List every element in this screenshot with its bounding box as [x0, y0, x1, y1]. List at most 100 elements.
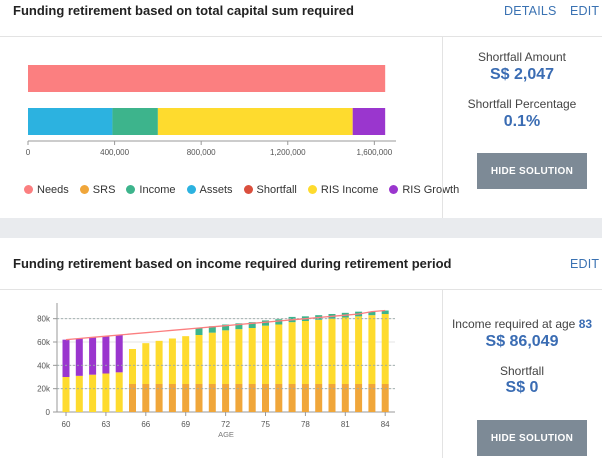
- bar-segment-srs: [262, 384, 269, 412]
- bar-segment-srs: [182, 384, 190, 412]
- bar-segment-income: [262, 320, 269, 326]
- x-tick-label: 800,000: [187, 148, 216, 157]
- legend-item-assets[interactable]: Assets: [186, 184, 233, 196]
- bar-segment-ris-income: [142, 343, 150, 384]
- capital-sum-card: Funding retirement based on total capita…: [0, 0, 602, 218]
- card-header: Funding retirement based on income requi…: [0, 238, 602, 290]
- legend-item-ris-income[interactable]: RIS Income: [307, 184, 379, 196]
- vertical-divider: [442, 37, 443, 218]
- capital-sum-chart: 0 400,000 800,000 1,200,000 1,600,000: [26, 65, 396, 157]
- bar-segment-srs: [235, 384, 243, 412]
- bar-segment-srs: [248, 384, 256, 412]
- bar-segment-income: [112, 108, 158, 135]
- chart-legend: Needs SRS Income Assets Shortfall RIS Income R…: [24, 184, 470, 196]
- shortfall-percentage-label: Shortfall Percentage: [467, 97, 577, 111]
- bar-segment-ris-income: [155, 340, 163, 384]
- bar-segment-ris-growth: [62, 339, 70, 377]
- shortfall-percentage-value: 0.1%: [503, 113, 541, 130]
- legend-label: RIS Income: [320, 184, 379, 196]
- x-tick-label: 81: [341, 420, 350, 429]
- x-tick-label: 69: [181, 420, 190, 429]
- bar-segment-income: [222, 324, 230, 331]
- bar-segment-assets: [28, 108, 113, 135]
- x-axis-label: AGE: [218, 430, 234, 439]
- card-header: Funding retirement based on total capita…: [0, 0, 602, 37]
- bar-segment-income: [368, 311, 376, 316]
- legend-label: SRS: [92, 184, 116, 196]
- legend-label: Needs: [37, 184, 69, 196]
- bar-segment-ris-income: [195, 335, 203, 384]
- bar-segment-ris-income: [301, 321, 309, 384]
- legend-dot-icon: [79, 185, 89, 194]
- bar-segment-ris-income: [248, 328, 256, 384]
- x-tick-label: 0: [26, 148, 31, 157]
- x-tick-label: 66: [141, 420, 150, 429]
- section-title: Funding retirement based on total capita…: [13, 3, 354, 18]
- bar-segment-ris-income: [89, 374, 97, 412]
- edit-link[interactable]: EDIT: [570, 4, 600, 18]
- income-period-chart: 0 20k 40k 60k 80k 60 63 66 69 72 75 78 81 84 AGE: [37, 303, 395, 439]
- legend-label: Shortfall: [256, 184, 297, 196]
- bar-segment-srs: [381, 384, 389, 412]
- x-tick-label: 400,000: [100, 148, 129, 157]
- bar-segment-ris-income: [168, 338, 176, 384]
- bar-segment-income: [195, 328, 203, 335]
- shortfall-value: S$ 0: [505, 379, 539, 396]
- edit-link[interactable]: EDIT: [570, 257, 600, 271]
- bar-segment-srs: [368, 384, 376, 412]
- bar-segment-ris-income: [235, 329, 243, 384]
- bar-segment-ris-growth: [352, 108, 386, 135]
- shortfall-amount-label: Shortfall Amount: [477, 50, 567, 64]
- bar-segment-ris-income: [315, 319, 323, 384]
- bar-segment-srs: [195, 384, 203, 412]
- legend-dot-icon: [186, 185, 196, 194]
- bar-segment-srs: [142, 384, 150, 412]
- bar-segment-needs: [28, 65, 386, 92]
- legend-item-srs[interactable]: SRS: [79, 184, 116, 196]
- x-tick-label: 1,200,000: [270, 148, 306, 157]
- y-tick-label: 80k: [37, 315, 51, 324]
- legend-item-shortfall[interactable]: Shortfall: [243, 184, 297, 196]
- x-tick-label: 78: [301, 420, 310, 429]
- bar-segment-ris-income: [182, 336, 190, 384]
- x-tick-label: 72: [221, 420, 230, 429]
- income-required-text: Income required at age: [451, 317, 576, 331]
- income-required-value: S$ 86,049: [485, 333, 559, 350]
- legend-item-ris-growth[interactable]: RIS Growth: [389, 184, 459, 196]
- legend-item-income[interactable]: Income: [126, 184, 176, 196]
- bar-segment-ris-growth: [102, 336, 110, 374]
- x-tick-label: 60: [62, 420, 71, 429]
- y-tick-label: 60k: [37, 338, 51, 347]
- bar-segment-srs: [315, 384, 323, 412]
- bar-segment-ris-income: [262, 325, 269, 384]
- bar-segment-ris-income: [75, 375, 83, 412]
- section-title: Funding retirement based on income requi…: [13, 256, 452, 271]
- y-tick-label: 0: [46, 408, 51, 417]
- income-required-age: 83: [578, 317, 593, 331]
- bar-segment-srs: [208, 384, 216, 412]
- hide-solution-button[interactable]: HIDE SOLUTION: [477, 153, 587, 189]
- bar-segment-ris-growth: [89, 337, 97, 375]
- legend-dot-icon: [307, 185, 317, 194]
- bar-segment-srs: [328, 384, 336, 412]
- x-tick-label: 1,600,000: [357, 148, 393, 157]
- hide-solution-button[interactable]: HIDE SOLUTION: [477, 420, 587, 456]
- bar-segment-srs: [275, 384, 283, 412]
- y-tick-label: 40k: [37, 361, 51, 370]
- x-tick-label: 75: [261, 420, 270, 429]
- legend-label: Assets: [199, 184, 233, 196]
- bar-segment-srs: [129, 384, 136, 412]
- bar-segment-income: [235, 323, 243, 330]
- bar-segment-srs: [222, 384, 230, 412]
- details-link[interactable]: DETAILS: [504, 4, 557, 18]
- bar-segment-income: [275, 319, 283, 325]
- vertical-divider: [442, 290, 443, 458]
- bar-segment-ris-growth: [75, 338, 83, 376]
- bar-segment-ris-income: [157, 108, 353, 135]
- bar-segment-income: [381, 310, 389, 314]
- legend-item-needs[interactable]: Needs: [24, 184, 69, 196]
- legend-dot-icon: [24, 185, 33, 194]
- legend-label: Income: [139, 184, 176, 196]
- bar-segment-ris-income: [275, 324, 283, 384]
- bar-segment-ris-income: [115, 372, 123, 412]
